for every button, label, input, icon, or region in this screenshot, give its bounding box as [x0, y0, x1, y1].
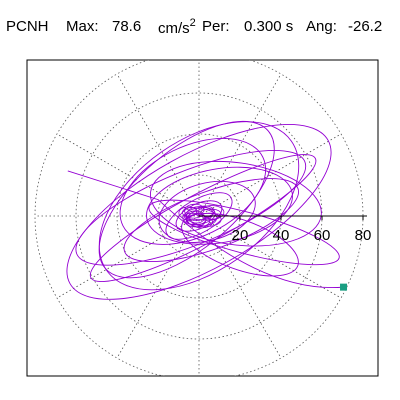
trace-loop-10	[158, 180, 256, 243]
max-label: Max:	[66, 18, 99, 35]
tick-label-40: 40	[273, 227, 290, 244]
grid-spoke-210	[56, 215, 200, 299]
end-marker-layer	[340, 283, 348, 291]
station-code: PCNH	[6, 18, 49, 35]
max-unit: cm/s2	[158, 17, 196, 37]
grid-spoke-330	[198, 215, 342, 299]
end-marker	[340, 283, 348, 291]
max-value: 78.6	[112, 18, 142, 35]
radial-axis: 20 40 60 80	[199, 215, 372, 244]
trace-loop-0	[66, 124, 332, 300]
trace-loop-3	[119, 137, 267, 245]
grid-spoke-150	[56, 133, 200, 217]
header: PCNH Max: 78.6 cm/s2 Per: 0.300 s Ang: -…	[0, 12, 400, 37]
trace-loop-6	[146, 166, 293, 245]
plot-frame	[26, 59, 379, 377]
trace-core	[178, 203, 225, 229]
grid-spoke-30	[198, 133, 342, 217]
tick-label-80: 80	[355, 227, 372, 244]
max-unit-exp: 2	[189, 17, 196, 29]
trace-loop-14	[148, 199, 340, 266]
trace-loop-9	[98, 120, 275, 279]
angle-label: Ang:	[306, 18, 337, 35]
trace-loop-8	[181, 212, 299, 277]
max-unit-base: cm/s	[158, 20, 190, 37]
grid-spoke-60	[198, 73, 282, 217]
tick-label-20: 20	[232, 227, 249, 244]
particle-motion-trace	[66, 120, 344, 300]
tick-label-60: 60	[314, 227, 331, 244]
grid-spoke-120	[116, 73, 200, 217]
trace-tail	[67, 170, 344, 289]
angle-value: -26.2	[348, 18, 383, 35]
period-value: 0.300 s	[244, 18, 294, 35]
period-label: Per:	[202, 18, 230, 35]
grid-spoke-300	[198, 215, 282, 359]
grid-spoke-240	[116, 215, 200, 359]
trace-loop-11	[165, 192, 233, 240]
